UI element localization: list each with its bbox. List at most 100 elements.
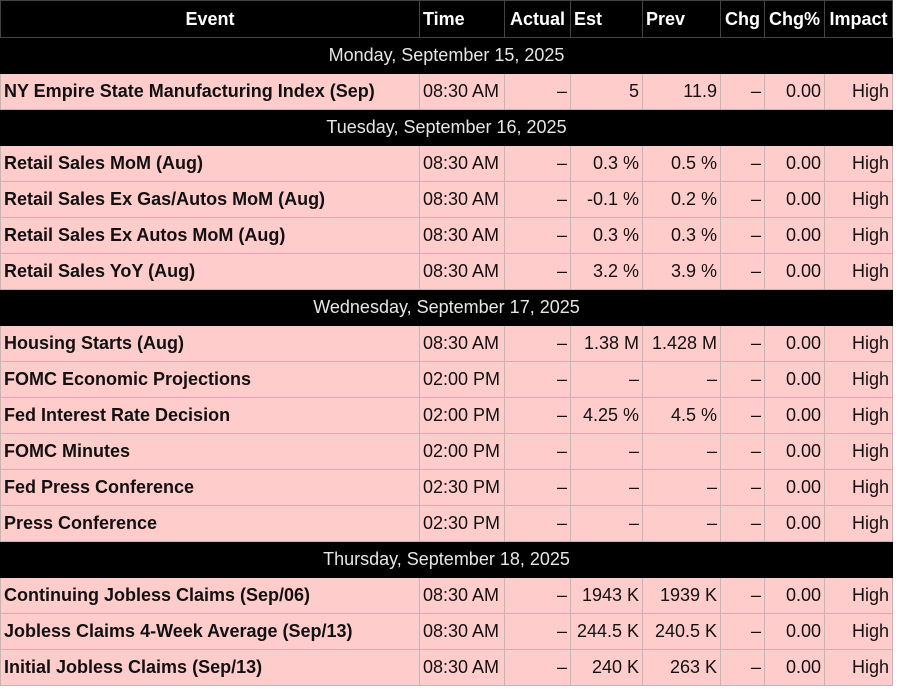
prev-cell: 1939 K — [642, 577, 721, 614]
chg-pct-cell: 0.00 — [764, 577, 825, 614]
est-cell: 3.2 % — [570, 253, 643, 290]
impact-cell: High — [824, 361, 893, 398]
column-header-event[interactable]: Event — [0, 0, 420, 38]
chg-cell: – — [720, 649, 765, 686]
prev-cell: – — [642, 469, 721, 506]
table-row[interactable]: FOMC Economic Projections 02:00 PM – – – –0.0… — [0, 361, 893, 398]
est-cell: 0.3 % — [570, 145, 643, 182]
table-row[interactable]: Continuing Jobless Claims (Sep/06) 08:30 … — [0, 577, 893, 614]
prev-cell: 4.5 % — [642, 397, 721, 434]
time-cell: 08:30 AM — [419, 649, 505, 686]
event-cell: FOMC Economic Projections — [0, 361, 420, 398]
date-label: Wednesday, September 17, 2025 — [0, 289, 893, 326]
est-cell: 4.25 % — [570, 397, 643, 434]
actual-cell: – — [504, 325, 571, 362]
time-cell: 08:30 AM — [419, 73, 505, 110]
table-row[interactable]: Jobless Claims 4-Week Average (Sep/13) 08… — [0, 613, 893, 650]
column-header-prev[interactable]: Prev — [642, 0, 721, 38]
chg-pct-cell: 0.00 — [764, 253, 825, 290]
actual-cell: – — [504, 397, 571, 434]
time-cell: 08:30 AM — [419, 325, 505, 362]
column-header-actual[interactable]: Actual — [504, 0, 571, 38]
est-cell: – — [570, 361, 643, 398]
time-cell: 08:30 AM — [419, 577, 505, 614]
prev-cell: – — [642, 361, 721, 398]
table-body: Monday, September 15, 2025 NY Empire Stat… — [0, 37, 893, 686]
time-cell: 02:00 PM — [419, 361, 505, 398]
table-row[interactable]: Fed Interest Rate Decision 02:00 PM –4.25 … — [0, 397, 893, 434]
event-cell: Housing Starts (Aug) — [0, 325, 420, 362]
actual-cell: – — [504, 505, 571, 542]
event-cell: Press Conference — [0, 505, 420, 542]
prev-cell: 11.9 — [642, 73, 721, 110]
actual-cell: – — [504, 253, 571, 290]
chg-cell: – — [720, 469, 765, 506]
impact-cell: High — [824, 73, 893, 110]
table-header: Event Time Actual Est Prev Chg Chg% Impa… — [0, 0, 893, 38]
table-row[interactable]: Press Conference 02:30 PM – – – –0.00 High — [0, 505, 893, 542]
date-label: Thursday, September 18, 2025 — [0, 541, 893, 578]
event-cell: Fed Interest Rate Decision — [0, 397, 420, 434]
chg-cell: – — [720, 361, 765, 398]
column-header-time[interactable]: Time — [419, 0, 505, 38]
impact-cell: High — [824, 433, 893, 470]
date-label: Monday, September 15, 2025 — [0, 37, 893, 74]
date-group-header: Wednesday, September 17, 2025 — [0, 289, 893, 326]
chg-cell: – — [720, 577, 765, 614]
est-cell: 0.3 % — [570, 217, 643, 254]
prev-cell: 263 K — [642, 649, 721, 686]
prev-cell: 3.9 % — [642, 253, 721, 290]
chg-pct-cell: 0.00 — [764, 361, 825, 398]
event-cell: NY Empire State Manufacturing Index (Sep… — [0, 73, 420, 110]
event-cell: Retail Sales YoY (Aug) — [0, 253, 420, 290]
table-row[interactable]: Retail Sales Ex Autos MoM (Aug) 08:30 AM –… — [0, 217, 893, 254]
chg-pct-cell: 0.00 — [764, 145, 825, 182]
event-cell: Fed Press Conference — [0, 469, 420, 506]
table-row[interactable]: Retail Sales Ex Gas/Autos MoM (Aug) 08:30… — [0, 181, 893, 218]
est-cell: – — [570, 433, 643, 470]
table-row[interactable]: FOMC Minutes 02:00 PM – – – –0.00 High — [0, 433, 893, 470]
impact-cell: High — [824, 181, 893, 218]
table-row[interactable]: Retail Sales MoM (Aug) 08:30 AM –0.3 % 0.5 … — [0, 145, 893, 182]
table-row[interactable]: Fed Press Conference 02:30 PM – – – –0.00 High — [0, 469, 893, 506]
chg-pct-cell: 0.00 — [764, 433, 825, 470]
chg-cell: – — [720, 73, 765, 110]
column-header-chg-pct[interactable]: Chg% — [764, 0, 825, 38]
event-cell: Retail Sales MoM (Aug) — [0, 145, 420, 182]
chg-pct-cell: 0.00 — [764, 397, 825, 434]
chg-cell: – — [720, 505, 765, 542]
prev-cell: 1.428 M — [642, 325, 721, 362]
chg-cell: – — [720, 325, 765, 362]
time-cell: 02:00 PM — [419, 433, 505, 470]
time-cell: 08:30 AM — [419, 181, 505, 218]
impact-cell: High — [824, 253, 893, 290]
prev-cell: 0.2 % — [642, 181, 721, 218]
table-row[interactable]: Housing Starts (Aug) 08:30 AM –1.38 M 1.428… — [0, 325, 893, 362]
actual-cell: – — [504, 73, 571, 110]
table-row[interactable]: Retail Sales YoY (Aug) 08:30 AM –3.2 % 3.9 … — [0, 253, 893, 290]
chg-cell: – — [720, 433, 765, 470]
impact-cell: High — [824, 613, 893, 650]
actual-cell: – — [504, 649, 571, 686]
impact-cell: High — [824, 469, 893, 506]
event-cell: Continuing Jobless Claims (Sep/06) — [0, 577, 420, 614]
column-header-chg[interactable]: Chg — [720, 0, 765, 38]
chg-pct-cell: 0.00 — [764, 649, 825, 686]
table-row[interactable]: NY Empire State Manufacturing Index (Sep… — [0, 73, 893, 110]
column-header-est[interactable]: Est — [570, 0, 643, 38]
time-cell: 08:30 AM — [419, 253, 505, 290]
chg-cell: – — [720, 181, 765, 218]
actual-cell: – — [504, 181, 571, 218]
actual-cell: – — [504, 577, 571, 614]
est-cell: – — [570, 469, 643, 506]
est-cell: 5 — [570, 73, 643, 110]
est-cell: 240 K — [570, 649, 643, 686]
time-cell: 08:30 AM — [419, 145, 505, 182]
est-cell: 1.38 M — [570, 325, 643, 362]
table-row[interactable]: Initial Jobless Claims (Sep/13) 08:30 AM –… — [0, 649, 893, 686]
est-cell: – — [570, 505, 643, 542]
est-cell: 1943 K — [570, 577, 643, 614]
column-header-impact[interactable]: Impact — [824, 0, 893, 38]
chg-cell: – — [720, 217, 765, 254]
